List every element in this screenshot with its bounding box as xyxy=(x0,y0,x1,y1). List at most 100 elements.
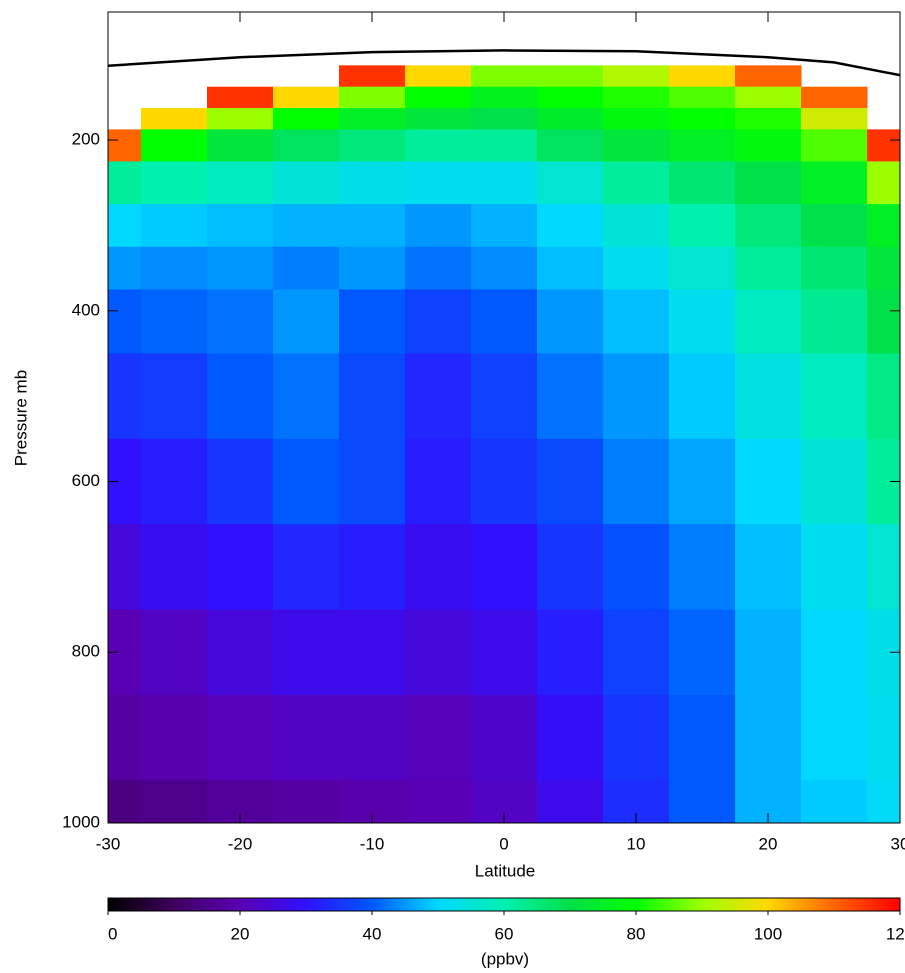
contour-cell xyxy=(867,524,900,611)
contour-cell xyxy=(735,524,802,611)
colorbar-tick-label: 20 xyxy=(231,924,250,943)
contour-cell xyxy=(537,524,604,611)
contour-cell xyxy=(537,161,604,205)
contour-cell xyxy=(537,609,604,696)
contour-cell xyxy=(108,353,142,440)
contour-cell xyxy=(405,694,472,781)
contour-cell xyxy=(867,204,900,248)
contour-cell xyxy=(108,161,142,205)
colorbar-tick-label: 40 xyxy=(363,924,382,943)
contour-cell xyxy=(471,86,538,109)
contour-cell xyxy=(735,609,802,696)
contour-cell xyxy=(669,86,736,109)
contour-cell xyxy=(735,65,802,88)
x-tick-label: -20 xyxy=(228,834,253,853)
contour-cell xyxy=(603,108,670,130)
contour-cell xyxy=(207,86,274,109)
contour-cell xyxy=(339,694,406,781)
contour-cell xyxy=(801,289,868,354)
contour-cell xyxy=(867,129,900,162)
contour-cell xyxy=(669,694,736,781)
contour-cell xyxy=(108,289,142,354)
contour-cell xyxy=(108,204,142,248)
contour-cell xyxy=(603,438,670,525)
contour-cell xyxy=(339,86,406,109)
contour-cell xyxy=(735,129,802,162)
contour-cell xyxy=(108,129,142,162)
contour-cell xyxy=(273,108,340,130)
x-tick-label: -30 xyxy=(96,834,121,853)
contour-cell xyxy=(108,246,142,290)
contour-cell xyxy=(801,246,868,290)
contour-cell xyxy=(735,108,802,130)
contour-cell xyxy=(867,353,900,440)
contour-cell xyxy=(405,609,472,696)
contour-cell xyxy=(603,161,670,205)
contour-cell xyxy=(207,289,274,354)
contour-cell xyxy=(801,353,868,440)
contour-cell xyxy=(405,524,472,611)
contour-cell xyxy=(603,289,670,354)
contour-cell xyxy=(735,438,802,525)
y-axis-label: Pressure mb xyxy=(11,370,30,466)
contour-cell xyxy=(339,289,406,354)
contour-cell xyxy=(669,161,736,205)
y-tick-label: 400 xyxy=(72,300,100,319)
contour-cell xyxy=(603,204,670,248)
contour-cell xyxy=(273,289,340,354)
contour-cell xyxy=(801,524,868,611)
contour-cell xyxy=(339,609,406,696)
contour-cell xyxy=(471,161,538,205)
contour-cell xyxy=(603,524,670,611)
contour-cell xyxy=(273,86,340,109)
contour-cell xyxy=(669,524,736,611)
contour-cell xyxy=(141,204,208,248)
contour-cell xyxy=(405,204,472,248)
y-tick-label: 200 xyxy=(72,130,100,149)
contour-cell xyxy=(603,694,670,781)
contour-cell xyxy=(735,694,802,781)
contour-cell xyxy=(108,780,142,823)
contour-cell xyxy=(735,204,802,248)
x-tick-label: 10 xyxy=(627,834,646,853)
contour-cell xyxy=(273,438,340,525)
contour-cell xyxy=(537,65,604,88)
contour-cell xyxy=(603,129,670,162)
contour-cell xyxy=(273,353,340,440)
contour-cell xyxy=(603,86,670,109)
contour-cell xyxy=(471,438,538,525)
contour-cell xyxy=(405,65,472,88)
contour-cell xyxy=(405,246,472,290)
contour-cell xyxy=(669,129,736,162)
contour-cell xyxy=(339,129,406,162)
contour-cell xyxy=(603,246,670,290)
contour-cell xyxy=(207,609,274,696)
contour-cell xyxy=(207,108,274,130)
tropopause-line xyxy=(108,49,900,77)
x-tick-label: 30 xyxy=(891,834,905,853)
contour-cell xyxy=(405,86,472,109)
contour-cell xyxy=(141,108,208,130)
contour-cell xyxy=(801,780,868,823)
contour-cell xyxy=(339,353,406,440)
colorbar-tick-label: 0 xyxy=(108,924,117,943)
contour-cell xyxy=(603,353,670,440)
contour-cell xyxy=(207,524,274,611)
contour-cell xyxy=(735,161,802,205)
contour-cell xyxy=(603,609,670,696)
contour-cell xyxy=(471,129,538,162)
contour-cell xyxy=(867,161,900,205)
y-tick-label: 1000 xyxy=(62,812,100,831)
contour-cell xyxy=(273,129,340,162)
contour-cell xyxy=(867,246,900,290)
contour-cell xyxy=(339,108,406,130)
colorbar-tick-label: 80 xyxy=(627,924,646,943)
contour-cell xyxy=(669,438,736,525)
contour-cell xyxy=(537,86,604,109)
contour-cell xyxy=(405,108,472,130)
contour-cell xyxy=(669,780,736,823)
y-tick-label: 600 xyxy=(72,471,100,490)
contour-cell xyxy=(735,289,802,354)
contour-cell xyxy=(405,289,472,354)
